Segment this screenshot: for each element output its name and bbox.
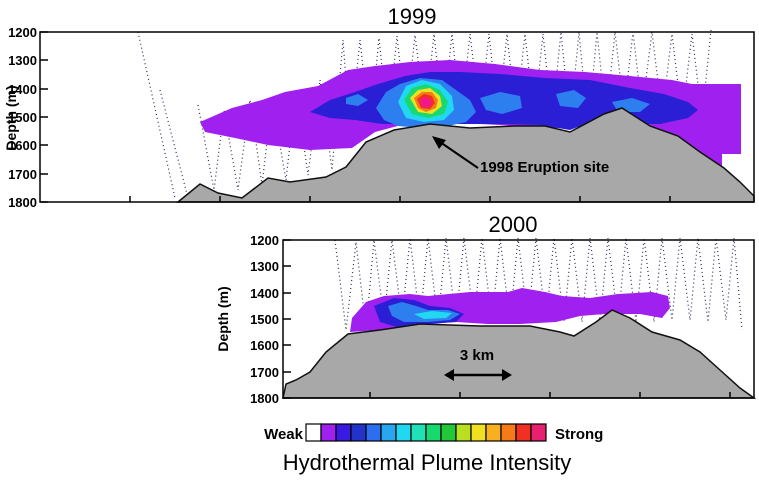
panel-2000-plot (282, 237, 757, 399)
legend-swatch (305, 423, 322, 442)
panel-2000-yticks (283, 239, 291, 399)
legend-strong-label: Strong (555, 426, 603, 443)
legend-swatch (500, 423, 517, 442)
panel-1999-yticks (40, 31, 48, 203)
y-tick-label: 1200 (8, 25, 37, 40)
y-tick-label: 1300 (250, 259, 279, 274)
intensity-legend: Weak Strong Hydrothermal Plume Intensity (264, 423, 603, 475)
legend-swatch (365, 423, 382, 442)
legend-swatch (515, 423, 532, 442)
panel-2000-xticks (369, 392, 731, 398)
legend-swatch (470, 423, 487, 442)
legend-swatches (305, 423, 547, 442)
panel-1999-plot (39, 29, 755, 203)
seafloor-2000 (282, 309, 757, 399)
panel-1999-xticks (129, 196, 671, 202)
eruption-site-arrow (432, 136, 479, 169)
y-tick-label: 1300 (8, 53, 37, 68)
panel-2000-ylabel: Depth (m) (215, 286, 231, 351)
panel-1999-title: 1999 (388, 4, 437, 29)
legend-swatch (425, 423, 442, 442)
eruption-site-label: 1998 Eruption site (480, 159, 609, 176)
y-tick-label: 1700 (8, 167, 37, 182)
y-tick-label: 1600 (250, 338, 279, 353)
y-tick-label: 1500 (8, 110, 37, 125)
legend-weak-label: Weak (264, 426, 304, 443)
panel-1999-ylabel: Depth (m) (3, 85, 19, 150)
legend-swatch (350, 423, 367, 442)
plume-1999 (200, 60, 741, 168)
plume-1999-patch2 (480, 92, 522, 114)
legend-caption: Hydrothermal Plume Intensity (283, 450, 572, 475)
y-tick-label: 1800 (8, 195, 37, 210)
y-tick-label: 1500 (250, 312, 279, 327)
panel-1999: 1999 (3, 4, 755, 210)
legend-swatch (335, 423, 352, 442)
legend-swatch (440, 423, 457, 442)
plume-2000 (350, 288, 670, 332)
plume-1999-patch3 (556, 90, 586, 108)
legend-swatch (395, 423, 412, 442)
scale-bar-label: 3 km (460, 347, 494, 364)
legend-swatch (485, 423, 502, 442)
legend-swatch (320, 423, 337, 442)
plume-1999-core (420, 97, 432, 108)
plume-1999-patch1 (346, 94, 368, 106)
legend-swatch (410, 423, 427, 442)
panel-2000: 2000 1200 1300 (215, 212, 757, 406)
y-tick-label: 1400 (250, 286, 279, 301)
y-tick-label: 1200 (250, 233, 279, 248)
y-tick-label: 1600 (8, 138, 37, 153)
plume-2000-cyan (414, 311, 452, 319)
panel-2000-title: 2000 (489, 212, 538, 237)
scale-bar (444, 369, 512, 381)
y-tick-label: 1700 (250, 365, 279, 380)
tow-tracks-2000 (334, 237, 743, 331)
legend-swatch (455, 423, 472, 442)
legend-swatch (530, 423, 547, 442)
y-tick-label: 1400 (8, 82, 37, 97)
y-tick-label: 1800 (250, 391, 279, 406)
seafloor-1999 (175, 107, 755, 203)
legend-swatch (380, 423, 397, 442)
